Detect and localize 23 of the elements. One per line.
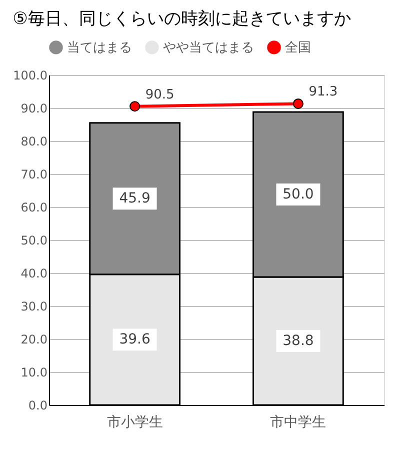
data-label: 91.3 [308,84,338,100]
data-label: 39.6 [119,332,150,348]
x-tick-label: 市中学生 [270,414,326,430]
y-tick-label: 80.0 [20,134,48,148]
y-tick-label: 30.0 [20,300,48,314]
y-tick-label: 40.0 [20,266,48,280]
chart-title: ⑤毎日、同じくらいの時刻に起きていますか [12,9,351,29]
y-tick-label: 20.0 [20,332,48,346]
y-tick-label: 0.0 [28,398,48,412]
y-tick-label: 100.0 [13,68,48,82]
y-tick-label: 50.0 [20,234,48,248]
data-label: 38.8 [282,332,314,349]
y-tick-label: 60.0 [20,200,48,214]
data-label: 50.0 [282,186,314,202]
data-label: 90.5 [145,87,174,102]
legend-label: 全国 [285,40,311,56]
x-tick-label: 市小学生 [106,414,163,430]
y-tick-label: 90.0 [20,102,48,116]
data-label: 45.9 [119,190,150,207]
y-tick-label: 70.0 [20,168,48,182]
legend-label: 当てはまる [67,40,132,56]
legend-label: やや当てはまる [163,40,254,56]
y-tick-label: 10.0 [20,366,48,380]
